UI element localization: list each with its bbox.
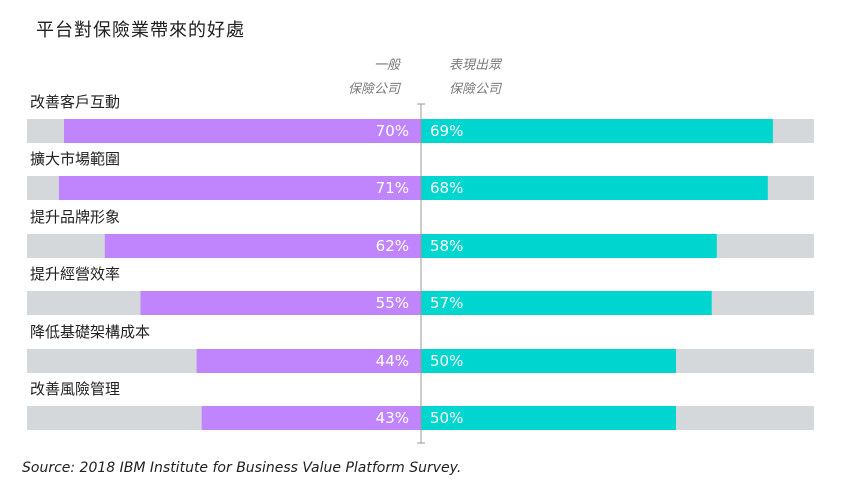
value-label-average: 71%	[376, 179, 409, 197]
bar-average-insurers	[201, 406, 421, 430]
value-label-outperforming: 57%	[430, 294, 463, 312]
legend-outperforming-insurers: 表現出眾 保險公司	[449, 54, 539, 102]
value-label-outperforming: 69%	[430, 122, 463, 140]
legend-average-insurers: 一般 保險公司	[330, 54, 400, 102]
category-label: 提升經營效率	[30, 265, 120, 283]
bar-average-insurers	[140, 291, 421, 315]
bar-outperforming-insurers	[421, 119, 773, 143]
bar-outperforming-insurers	[421, 406, 676, 430]
value-label-outperforming: 50%	[430, 409, 463, 427]
bar-average-insurers	[58, 176, 422, 200]
category-label: 改善風險管理	[30, 380, 120, 398]
bar-average-insurers	[104, 234, 422, 258]
category-label: 改善客戶互動	[30, 93, 120, 111]
bar-outperforming-insurers	[421, 291, 712, 315]
value-label-outperforming: 58%	[430, 237, 463, 255]
legend-outperforming-line-1: 表現出眾	[449, 58, 502, 73]
value-label-outperforming: 50%	[430, 352, 463, 370]
source-note: Source: 2018 IBM Institute for Business …	[22, 460, 462, 476]
bar-average-insurers	[196, 349, 421, 373]
legend-average-line-1: 一般	[373, 58, 400, 73]
value-label-outperforming: 68%	[430, 179, 463, 197]
value-label-average: 55%	[376, 294, 409, 312]
value-label-average: 70%	[376, 122, 409, 140]
bar-outperforming-insurers	[421, 349, 676, 373]
legend-average-line-2: 保險公司	[347, 82, 400, 97]
chart-title: 平台對保險業帶來的好處	[36, 20, 245, 41]
bar-average-insurers	[64, 119, 421, 143]
value-label-average: 43%	[376, 409, 409, 427]
category-label: 提升品牌形象	[30, 208, 120, 226]
category-label: 降低基礎架構成本	[30, 323, 150, 341]
value-label-average: 62%	[376, 237, 409, 255]
category-label: 擴大市場範圍	[30, 150, 120, 168]
bar-outperforming-insurers	[421, 176, 768, 200]
legend-outperforming-line-2: 保險公司	[449, 82, 502, 97]
value-label-average: 44%	[376, 352, 409, 370]
bar-outperforming-insurers	[421, 234, 717, 258]
